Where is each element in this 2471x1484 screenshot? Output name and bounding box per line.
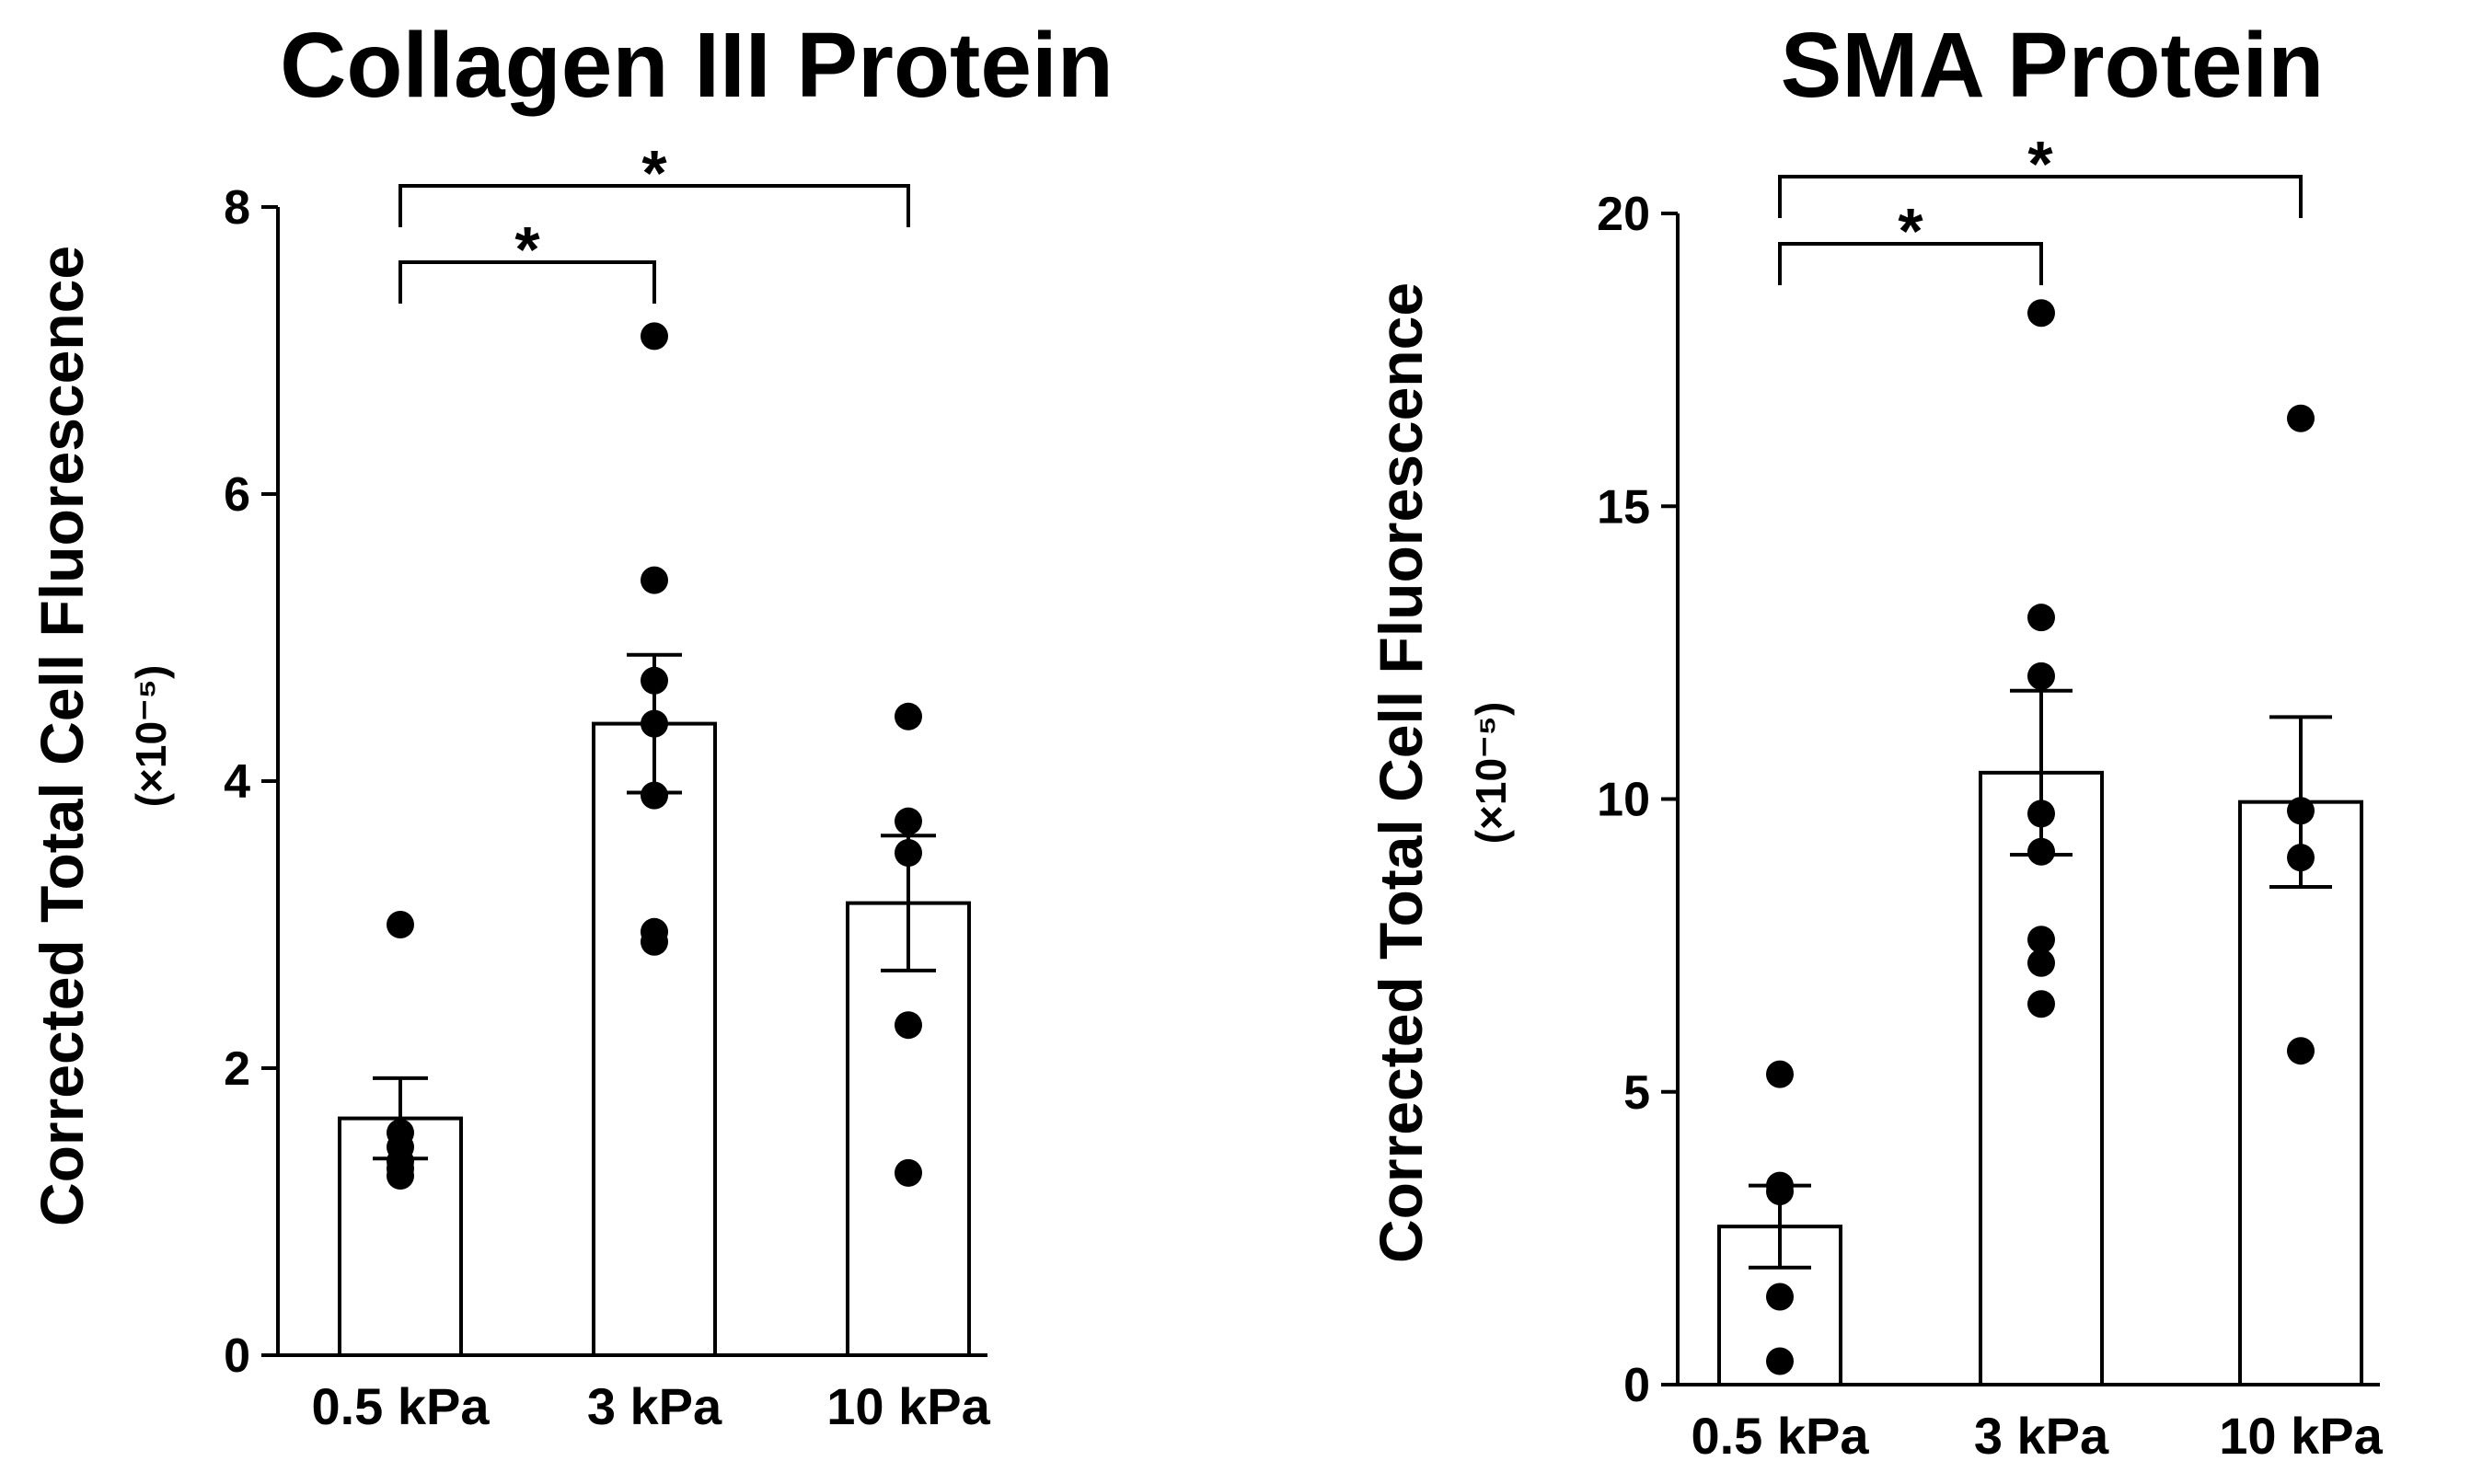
chart-title: SMA Protein: [1781, 14, 2325, 117]
significance-bracket: [1778, 242, 2043, 285]
significance-star: *: [641, 137, 667, 209]
chart-title: Collagen III Protein: [280, 14, 1114, 117]
data-point: [895, 839, 922, 867]
y-tick-label: 0: [1623, 1359, 1650, 1412]
y-axis-label: Corrected Total Cell Fluorescence: [1367, 282, 1435, 1263]
significance-star: *: [514, 213, 540, 285]
x-tick-label: 0.5 kPa: [311, 1377, 490, 1435]
data-point: [895, 1158, 922, 1187]
data-point: [2287, 844, 2315, 872]
y-tick-label: 15: [1597, 480, 1650, 534]
data-point: [2287, 797, 2315, 825]
x-tick-label: 10 kPa: [2219, 1407, 2383, 1465]
y-axis-unit: (×10⁻⁵): [1467, 702, 1515, 845]
bar: [846, 901, 971, 1357]
data-point: [2287, 1037, 2315, 1065]
bar: [2238, 800, 2363, 1386]
x-tick-label: 0.5 kPa: [1691, 1407, 1869, 1465]
y-tick-label: 2: [224, 1042, 250, 1096]
data-point: [895, 702, 922, 730]
y-tick-label: 8: [224, 181, 250, 235]
significance-bracket: [398, 260, 656, 304]
data-point: [641, 322, 668, 351]
data-point: [641, 566, 668, 594]
significance-bracket: [398, 184, 910, 227]
y-tick-label: 4: [224, 755, 250, 809]
data-point: [2287, 404, 2315, 432]
data-point: [641, 666, 668, 695]
data-point: [1766, 1283, 1794, 1311]
data-point: [2027, 837, 2055, 866]
data-point: [2027, 661, 2055, 690]
significance-bracket: [1778, 175, 2303, 218]
y-axis-unit: (×10⁻⁵): [127, 665, 175, 808]
data-point: [387, 911, 414, 938]
collagen-chart: Collagen III Protein Corrected Total Cel…: [28, 14, 1114, 1435]
data-point: [1766, 1177, 1794, 1205]
y-axis-label: Corrected Total Cell Fluorescence: [28, 246, 96, 1226]
data-point: [641, 927, 668, 956]
data-point: [2027, 926, 2055, 954]
y-tick-label: 0: [224, 1329, 250, 1383]
data-point: [895, 1011, 922, 1040]
data-point: [641, 781, 668, 810]
x-tick-label: 3 kPa: [1974, 1407, 2109, 1465]
y-tick-label: 5: [1623, 1066, 1650, 1120]
data-point: [2027, 949, 2055, 977]
bar: [592, 721, 717, 1357]
data-point: [387, 1162, 414, 1190]
x-tick-label: 3 kPa: [587, 1377, 722, 1435]
data-point: [2027, 604, 2055, 632]
y-tick-label: 10: [1597, 774, 1650, 827]
data-point: [2027, 990, 2055, 1018]
significance-star: *: [1898, 195, 1923, 267]
bar: [1979, 770, 2104, 1386]
data-point: [1766, 1060, 1794, 1088]
y-tick-label: 6: [224, 468, 250, 522]
data-point: [2027, 299, 2055, 328]
x-tick-label: 10 kPa: [826, 1377, 990, 1435]
data-point: [641, 709, 668, 738]
y-tick-label: 20: [1597, 188, 1650, 241]
data-point: [2027, 800, 2055, 828]
sma-chart: SMA Protein Corrected Total Cell Fluores…: [1367, 14, 2384, 1465]
significance-star: *: [2027, 128, 2053, 200]
data-point: [1766, 1347, 1794, 1375]
data-point: [895, 807, 922, 835]
